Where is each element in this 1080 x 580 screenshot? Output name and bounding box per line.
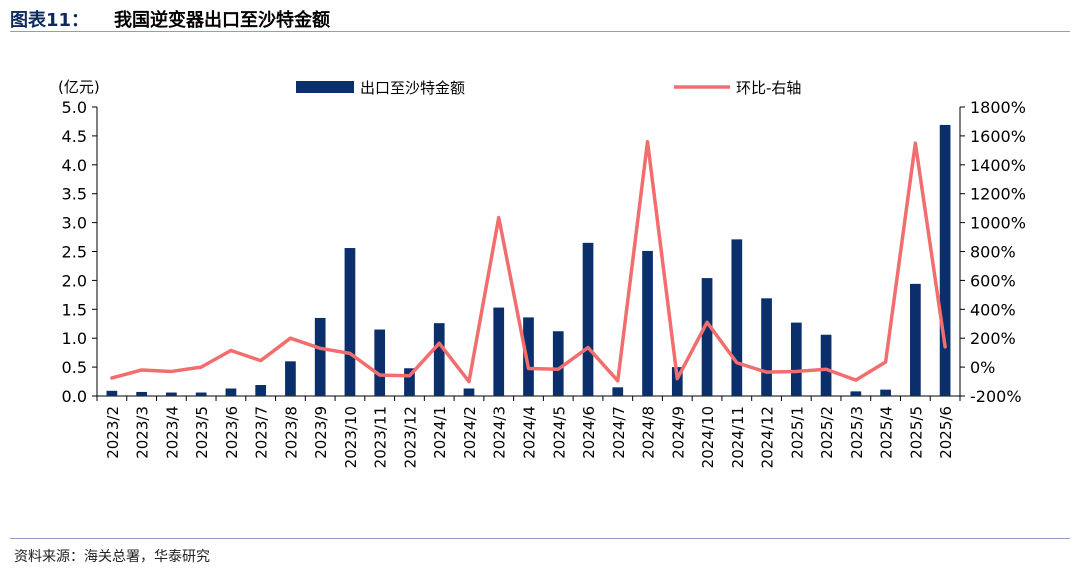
bar-mark: [433, 323, 445, 396]
bar-mark: [374, 329, 386, 396]
x-axis-tick-label: 2025/6: [937, 406, 955, 459]
bar-mark: [523, 317, 534, 396]
bar-mark: [820, 334, 832, 396]
x-axis-tick-label: 2023/7: [253, 406, 271, 459]
left-axis-tick-label: 4.0: [62, 156, 87, 175]
x-axis-tick-label: 2024/4: [521, 406, 539, 459]
bar-mark: [701, 278, 713, 396]
x-axis-tick-label: 2024/9: [669, 406, 687, 459]
bar-mark: [166, 392, 177, 396]
x-axis-tick-label: 2023/9: [312, 406, 330, 459]
x-axis-tick-label: 2024/8: [640, 406, 658, 459]
combo-chart: (亿元) 出口至沙特金额 环比-右轴 0.0 0.5 1.0 1.5 2.0 2.5 3.0…: [58, 78, 1026, 468]
x-axis-tick-label: 2023/11: [372, 406, 390, 468]
right-axis-tick-label: 200%: [970, 329, 1016, 348]
x-axis-tick-label: 2023/4: [163, 406, 181, 459]
bar-mark: [761, 298, 772, 396]
x-axis-tick-label: 2023/10: [342, 406, 360, 468]
bottom-divider: [10, 538, 1070, 539]
x-axis-tick-label: 2023/8: [282, 406, 300, 459]
x-axis-tick-label: 2025/5: [907, 406, 925, 459]
bar-mark: [850, 391, 862, 396]
right-axis-tick-label: 1200%: [970, 185, 1026, 204]
bar-mark: [255, 385, 267, 396]
x-axis-tick-label: 2024/6: [580, 406, 598, 459]
bar-mark: [671, 367, 683, 396]
left-axis-tick-label: 0.5: [62, 358, 87, 377]
bar-mark: [225, 388, 237, 396]
figure-label: 图表11：: [10, 10, 90, 31]
x-axis-tick-label: 2023/12: [401, 406, 419, 468]
axes: 0.0 0.5 1.0 1.5 2.0 2.5 3.0 3.5 4.0 4.5 5.0 -200% 0%…: [62, 98, 1026, 406]
x-axis-tick-label: 2024/1: [431, 406, 449, 459]
x-axis-tick-label: 2024/11: [729, 406, 747, 468]
bar-mark: [731, 239, 743, 396]
bar-mark: [404, 368, 415, 396]
x-axis-tick-label: 2023/2: [104, 406, 122, 459]
left-axis-tick-label: 3.5: [62, 185, 87, 204]
right-axis-tick-label: 1800%: [970, 98, 1026, 117]
bar-mark: [642, 250, 653, 396]
left-axis-tick-label: 0.0: [62, 387, 87, 406]
source-note: 资料来源：海关总署，华泰研究: [14, 549, 210, 565]
bar-mark: [106, 390, 118, 396]
right-axis-tick-label: 0%: [970, 358, 995, 377]
right-axis-tick-label: 1000%: [970, 214, 1026, 233]
x-axis-tick-labels: 2023/2 2023/3 2023/4 2023/5 2023/6 2023/7 2023…: [104, 406, 955, 468]
bar-mark: [612, 387, 624, 396]
x-axis-tick-label: 2023/3: [134, 406, 152, 459]
top-divider: [10, 31, 1070, 32]
bar-mark: [582, 242, 594, 396]
bar-mark: [195, 392, 207, 396]
bar-mark: [493, 307, 505, 396]
left-axis-tick-label: 1.0: [62, 329, 87, 348]
legend-bar-label: 出口至沙特金额: [360, 79, 465, 97]
bar-mark: [939, 124, 951, 397]
right-axis-tick-label: 1400%: [970, 156, 1026, 175]
legend-bar-swatch: [296, 81, 354, 93]
bar-mark: [910, 283, 921, 396]
right-axis-tick-label: 800%: [970, 243, 1016, 262]
x-axis-tick-label: 2024/3: [491, 406, 509, 459]
x-axis-tick-label: 2025/2: [818, 406, 836, 459]
figure-title: 我国逆变器出口至沙特金额: [114, 10, 330, 31]
left-axis-tick-label: 1.5: [62, 300, 87, 319]
x-axis-tick-label: 2025/1: [788, 406, 806, 459]
left-axis-unit-label: (亿元): [58, 78, 100, 96]
x-axis-tick-label: 2024/2: [461, 406, 479, 459]
right-axis-tick-label: -200%: [970, 387, 1022, 406]
x-axis-tick-label: 2023/6: [223, 406, 241, 459]
right-axis-tick-label: 600%: [970, 271, 1016, 290]
bar-mark: [285, 361, 296, 396]
bar-mark: [136, 391, 147, 396]
x-axis-tick-label: 2024/10: [699, 406, 717, 468]
x-axis-tick-label: 2024/12: [759, 406, 777, 468]
bar-mark: [314, 317, 326, 396]
left-axis-tick-label: 2.0: [62, 271, 87, 290]
left-axis-tick-label: 4.5: [62, 127, 87, 146]
bar-mark: [344, 248, 356, 396]
x-axis-tick-label: 2025/3: [848, 406, 866, 459]
bar-mark: [880, 389, 891, 396]
figure-title-row: 图表11： 我国逆变器出口至沙特金额: [10, 2, 1070, 32]
bar-mark: [463, 388, 475, 396]
legend: 出口至沙特金额 环比-右轴: [296, 79, 801, 97]
left-axis-tick-label: 3.0: [62, 214, 87, 233]
x-axis-tick-label: 2024/5: [550, 406, 568, 459]
right-axis-tick-label: 1600%: [970, 127, 1026, 146]
bar-mark: [790, 322, 802, 396]
left-axis-tick-label: 2.5: [62, 243, 87, 262]
x-axis-tick-label: 2025/4: [878, 406, 896, 459]
legend-line-label: 环比-右轴: [736, 79, 801, 97]
left-axis-tick-label: 5.0: [62, 98, 87, 117]
x-axis-tick-label: 2024/7: [610, 406, 628, 459]
bar-mark: [552, 331, 564, 396]
x-axis-tick-label: 2023/5: [193, 406, 211, 459]
bar-series: [106, 124, 951, 397]
right-axis-tick-label: 400%: [970, 300, 1016, 319]
line-series: [110, 139, 947, 384]
